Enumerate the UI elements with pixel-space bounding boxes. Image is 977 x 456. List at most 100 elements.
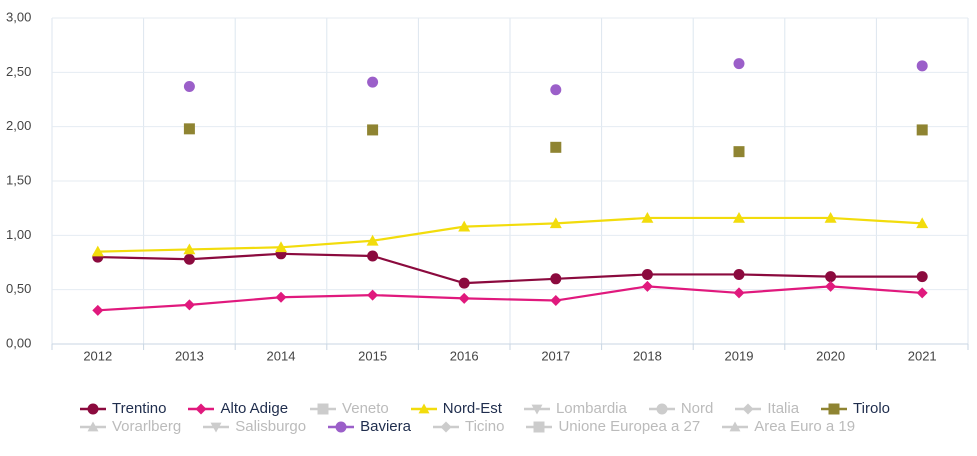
legend-item[interactable]: Salisburgo bbox=[203, 418, 306, 436]
x-tick-label: 2017 bbox=[541, 348, 570, 363]
y-tick-label: 2,50 bbox=[6, 64, 31, 79]
legend-item[interactable]: Trentino bbox=[80, 400, 166, 418]
legend-item[interactable]: Ticino bbox=[432, 418, 505, 436]
marker bbox=[916, 271, 928, 283]
legend-symbol bbox=[80, 403, 106, 415]
marker bbox=[733, 58, 745, 70]
y-tick-label: 2,00 bbox=[6, 118, 31, 133]
marker bbox=[550, 84, 562, 96]
marker bbox=[418, 403, 430, 414]
legend: Trentino Alto Adige Veneto Nord-Est Lombardi… bbox=[80, 400, 950, 436]
legend-symbol bbox=[188, 403, 215, 415]
x-tick-label: 2012 bbox=[83, 348, 112, 363]
legend-item[interactable]: Nord bbox=[648, 400, 714, 418]
x-tick-label: 2018 bbox=[633, 348, 662, 363]
marker bbox=[183, 80, 195, 92]
legend-symbol bbox=[310, 403, 337, 415]
marker bbox=[641, 268, 653, 280]
marker bbox=[210, 422, 222, 433]
legend-item[interactable]: Nord-Est bbox=[410, 400, 502, 418]
marker bbox=[916, 217, 929, 229]
marker bbox=[317, 403, 329, 415]
legend-label: Salisburgo bbox=[235, 418, 307, 435]
y-tick-label: 1,50 bbox=[6, 172, 31, 187]
legend-label: Italia bbox=[767, 400, 800, 417]
legend-item[interactable]: Alto Adige bbox=[188, 400, 288, 418]
marker bbox=[440, 421, 452, 433]
legend-symbol bbox=[821, 403, 848, 415]
marker bbox=[531, 404, 543, 415]
legend-label: Nord-Est bbox=[442, 400, 502, 417]
legend-item[interactable]: Unione Europea a 27 bbox=[526, 418, 700, 436]
marker bbox=[87, 421, 99, 432]
marker bbox=[183, 253, 195, 265]
marker bbox=[367, 250, 379, 262]
marker bbox=[656, 403, 668, 415]
legend-item[interactable]: Baviera bbox=[328, 418, 411, 436]
x-tick-label: 2021 bbox=[908, 348, 937, 363]
legend-symbol bbox=[328, 421, 355, 433]
marker bbox=[367, 76, 379, 88]
legend-item[interactable]: Vorarlberg bbox=[80, 418, 181, 436]
legend-symbol bbox=[432, 421, 459, 433]
marker bbox=[533, 421, 545, 433]
legend-item[interactable]: Italia bbox=[735, 400, 799, 418]
legend-symbol bbox=[722, 421, 749, 432]
marker bbox=[733, 268, 745, 280]
legend-item[interactable]: Veneto bbox=[310, 400, 389, 418]
marker bbox=[549, 217, 562, 229]
marker bbox=[825, 280, 837, 292]
marker bbox=[916, 60, 928, 72]
legend-symbol bbox=[80, 421, 106, 432]
marker bbox=[367, 289, 379, 301]
legend-symbol bbox=[523, 404, 550, 415]
legend-label: Trentino bbox=[112, 400, 167, 417]
marker bbox=[733, 211, 745, 223]
marker bbox=[641, 280, 653, 292]
legend-item[interactable]: Lombardia bbox=[523, 400, 627, 418]
marker bbox=[733, 287, 745, 299]
marker bbox=[366, 234, 379, 246]
marker bbox=[916, 124, 928, 136]
marker bbox=[824, 211, 837, 223]
legend-label: Lombardia bbox=[555, 400, 627, 417]
legend-label: Nord bbox=[680, 400, 714, 417]
legend-item[interactable]: Area Euro a 19 bbox=[722, 418, 855, 436]
x-tick-label: 2019 bbox=[725, 348, 754, 363]
legend-label: Ticino bbox=[464, 418, 505, 435]
marker bbox=[550, 295, 562, 307]
legend-label: Vorarlberg bbox=[112, 418, 182, 435]
x-tick-label: 2013 bbox=[175, 348, 204, 363]
legend-item[interactable]: Tirolo bbox=[821, 400, 890, 418]
marker bbox=[87, 403, 99, 415]
series-line bbox=[97, 216, 923, 253]
marker bbox=[183, 123, 195, 135]
legend-label: Veneto bbox=[342, 400, 389, 417]
marker bbox=[458, 292, 470, 304]
series-line bbox=[97, 285, 923, 312]
legend-label: Area Euro a 19 bbox=[754, 418, 856, 435]
marker bbox=[183, 243, 196, 255]
marker bbox=[335, 421, 347, 433]
marker bbox=[733, 146, 745, 158]
legend-symbol bbox=[526, 421, 553, 433]
x-tick-label: 2014 bbox=[267, 348, 296, 363]
marker bbox=[550, 141, 562, 153]
marker bbox=[183, 299, 195, 311]
legend-label: Unione Europea a 27 bbox=[558, 418, 701, 435]
legend-symbol bbox=[735, 403, 762, 415]
marker bbox=[641, 211, 654, 223]
legend-label: Alto Adige bbox=[220, 400, 289, 417]
y-tick-label: 1,00 bbox=[6, 227, 31, 242]
marker bbox=[458, 277, 470, 289]
series-line bbox=[97, 252, 923, 285]
marker bbox=[825, 271, 837, 283]
y-tick-label: 0,50 bbox=[6, 281, 31, 296]
marker bbox=[458, 220, 471, 232]
marker bbox=[91, 245, 104, 257]
marker bbox=[828, 403, 840, 415]
marker bbox=[729, 421, 741, 432]
marker bbox=[195, 403, 207, 415]
chart: 0,00 0,50 1,00 1,50 2,00 2,50 3,00 2012 2013 2014… bbox=[6, 9, 969, 363]
